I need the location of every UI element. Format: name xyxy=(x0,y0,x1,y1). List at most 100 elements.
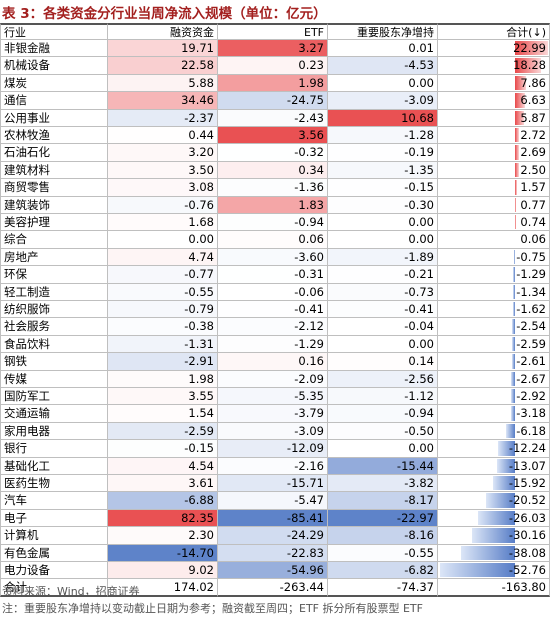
heat-fill xyxy=(108,144,217,161)
heat-fill xyxy=(218,109,327,126)
row-label: 医药生物 xyxy=(0,475,108,493)
row-label: 电力设备 xyxy=(0,562,108,580)
value-text: 18.28 xyxy=(513,58,546,73)
value-text: -14.70 xyxy=(176,545,214,560)
value-cell: -2.59 xyxy=(438,335,550,354)
value-cell: -2.37 xyxy=(108,109,218,127)
value-cell: -163.80 xyxy=(438,579,550,597)
value-text: -0.76 xyxy=(184,197,214,212)
value-cell: 2.69 xyxy=(438,144,550,162)
row-label-text: 通信 xyxy=(4,93,27,108)
heat-fill xyxy=(218,179,327,196)
value-text: -1.29 xyxy=(294,336,324,351)
heat-fill xyxy=(218,492,327,509)
value-text: -2.56 xyxy=(404,371,434,386)
value-cell: 174.02 xyxy=(108,579,218,597)
header-text: 融资资金 xyxy=(170,26,214,39)
value-cell: -1.28 xyxy=(328,127,438,145)
value-text: 2.72 xyxy=(520,128,546,142)
row-label-text: 环保 xyxy=(4,267,27,282)
value-cell: -2.54 xyxy=(438,318,550,336)
value-text: -1.36 xyxy=(294,180,324,195)
value-text: -2.59 xyxy=(184,423,214,438)
value-text: 5.87 xyxy=(520,110,546,125)
value-cell: -0.04 xyxy=(328,318,438,336)
value-cell: 0.74 xyxy=(438,214,550,232)
value-cell: 1.83 xyxy=(218,196,328,214)
value-cell: -15.44 xyxy=(328,457,438,475)
value-text: -52.76 xyxy=(508,563,546,577)
heat-fill xyxy=(108,231,217,248)
data-bar xyxy=(511,389,516,404)
row-label-text: 银行 xyxy=(4,441,27,456)
heat-fill xyxy=(218,196,327,213)
value-cell: -2.56 xyxy=(328,370,438,388)
value-text: -2.16 xyxy=(294,458,324,473)
heat-fill xyxy=(108,440,217,457)
value-text: -2.91 xyxy=(184,354,214,369)
value-text: -15.92 xyxy=(508,476,546,490)
value-text: -6.82 xyxy=(404,563,434,577)
row-label-text: 农林牧渔 xyxy=(4,128,50,142)
value-text: -0.38 xyxy=(184,319,214,334)
value-cell: -22.83 xyxy=(218,544,328,562)
value-cell: -3.79 xyxy=(218,405,328,423)
value-cell: -1.62 xyxy=(438,301,550,319)
value-text: 22.58 xyxy=(181,58,214,73)
value-cell: -0.15 xyxy=(328,179,438,197)
value-cell: -2.67 xyxy=(438,370,550,388)
heat-fill xyxy=(328,405,437,422)
heat-fill xyxy=(108,527,217,544)
row-label-text: 综合 xyxy=(4,232,27,247)
value-cell: -20.52 xyxy=(438,492,550,510)
value-text: -2.09 xyxy=(294,371,324,386)
heat-fill xyxy=(328,457,437,474)
value-cell: -15.92 xyxy=(438,475,550,493)
data-bar xyxy=(515,110,524,125)
value-text: -1.89 xyxy=(404,249,434,264)
value-cell: -38.08 xyxy=(438,544,550,562)
heat-fill xyxy=(218,318,327,335)
header-text: ETF xyxy=(304,26,324,39)
data-bar xyxy=(515,128,520,143)
value-text: -6.88 xyxy=(184,493,214,508)
value-text: 3.56 xyxy=(298,128,324,142)
row-label-text: 石油石化 xyxy=(4,145,50,160)
value-text: -0.55 xyxy=(404,545,434,560)
data-bar xyxy=(440,563,516,578)
row-label: 传媒 xyxy=(0,370,108,388)
row-label: 石油石化 xyxy=(0,144,108,162)
row-label-text: 传媒 xyxy=(4,371,27,386)
header-text: 重要股东净增持 xyxy=(357,26,434,39)
heat-fill xyxy=(218,283,327,300)
row-label: 家用电器 xyxy=(0,422,108,441)
value-cell: -12.24 xyxy=(438,440,550,458)
column-header: 融资资金 xyxy=(108,23,218,40)
value-cell: -3.60 xyxy=(218,248,328,267)
row-label-text: 交通运输 xyxy=(4,406,50,421)
value-cell: -0.73 xyxy=(328,283,438,301)
value-cell: -1.12 xyxy=(328,388,438,406)
row-label-text: 合计 xyxy=(4,580,27,595)
value-text: -8.17 xyxy=(404,493,434,508)
value-cell: -263.44 xyxy=(218,579,328,597)
value-text: 0.77 xyxy=(520,197,546,212)
value-text: -3.18 xyxy=(516,406,546,421)
heat-fill xyxy=(328,283,437,300)
value-cell: 1.98 xyxy=(218,74,328,93)
data-bar xyxy=(514,249,516,265)
value-text: -0.94 xyxy=(404,406,434,421)
value-text: -0.79 xyxy=(184,302,214,316)
value-text: -12.09 xyxy=(286,441,324,456)
value-text: -8.16 xyxy=(404,528,434,543)
value-text: 3.61 xyxy=(188,476,214,490)
value-text: -163.80 xyxy=(501,580,546,595)
value-cell: 34.46 xyxy=(108,92,218,110)
heat-fill xyxy=(328,127,437,144)
data-bar xyxy=(492,476,516,491)
heat-fill xyxy=(218,92,327,109)
heat-fill xyxy=(328,440,437,457)
value-cell: 2.72 xyxy=(438,127,550,145)
heat-fill xyxy=(328,301,437,318)
value-cell: 3.27 xyxy=(218,40,328,58)
